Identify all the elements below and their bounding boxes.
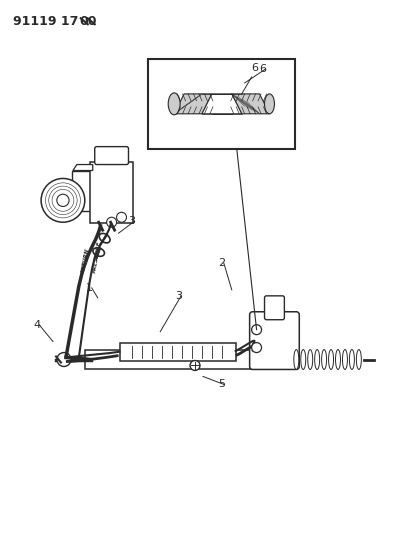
Ellipse shape [265,94,275,114]
Circle shape [252,343,261,352]
Polygon shape [73,165,93,171]
FancyBboxPatch shape [85,350,250,369]
Circle shape [57,194,69,206]
Ellipse shape [168,93,180,115]
FancyBboxPatch shape [90,161,134,223]
Ellipse shape [356,350,361,369]
Ellipse shape [342,350,348,369]
Ellipse shape [308,350,313,369]
FancyBboxPatch shape [120,343,236,360]
Text: 1: 1 [86,283,93,293]
Circle shape [107,217,117,227]
FancyBboxPatch shape [95,147,128,165]
Ellipse shape [315,350,320,369]
Text: 6: 6 [260,64,267,74]
Ellipse shape [335,350,340,369]
Text: 3: 3 [175,291,182,301]
Text: 3: 3 [128,216,135,226]
Text: 4: 4 [33,320,40,330]
Circle shape [117,212,126,222]
FancyBboxPatch shape [250,312,299,369]
Circle shape [57,352,71,367]
Text: 2: 2 [218,258,225,268]
Circle shape [252,325,261,335]
Text: 5: 5 [218,379,225,390]
Circle shape [41,179,85,222]
Ellipse shape [329,350,333,369]
Circle shape [190,360,200,370]
Polygon shape [202,94,242,114]
Text: PRESSURE: PRESSURE [92,240,102,273]
Ellipse shape [350,350,354,369]
Ellipse shape [322,350,327,369]
Text: 6: 6 [252,63,259,73]
Ellipse shape [294,350,299,369]
Polygon shape [174,94,212,114]
FancyBboxPatch shape [72,172,96,211]
FancyBboxPatch shape [149,59,295,149]
Text: 91119 17: 91119 17 [13,15,79,28]
FancyBboxPatch shape [265,296,284,320]
Ellipse shape [301,350,306,369]
Text: 00: 00 [80,15,97,28]
Polygon shape [232,94,269,114]
Text: RETURN: RETURN [81,247,90,273]
